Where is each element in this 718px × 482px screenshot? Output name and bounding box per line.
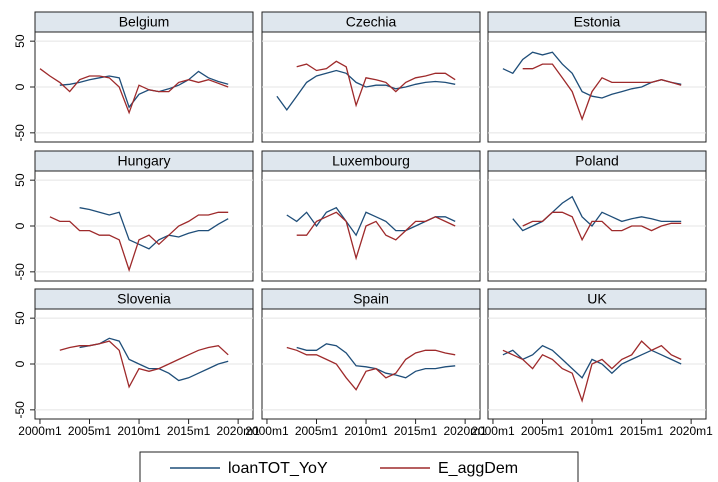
series-line <box>286 346 456 391</box>
x-tick-label: 2010m1 <box>344 424 388 438</box>
series-line <box>59 340 229 389</box>
y-tick-label: -50 <box>13 263 27 281</box>
series-line <box>39 68 229 115</box>
x-tick-label: 2005m1 <box>521 424 565 438</box>
series-line <box>59 70 229 109</box>
y-tick-label: 50 <box>13 311 27 325</box>
strip-text: Belgium <box>119 14 170 30</box>
y-tick-label: 50 <box>13 34 27 48</box>
legend-label: E_aggDem <box>438 460 518 477</box>
series-line <box>522 211 682 242</box>
series-line <box>49 211 229 273</box>
panel: Belgium -50 0 50 <box>13 11 254 143</box>
series-line <box>296 211 456 261</box>
x-tick-label: 2005m1 <box>68 424 112 438</box>
x-tick-label: 2005m1 <box>295 424 339 438</box>
y-tick-label: 0 <box>13 360 27 367</box>
panel: Poland <box>487 150 707 282</box>
y-tick-label: 0 <box>13 222 27 229</box>
x-tick-label: 2010m1 <box>117 424 161 438</box>
legend-label: loanTOT_YoY <box>228 460 328 477</box>
legend: loanTOT_YoY E_aggDem <box>139 451 579 482</box>
x-tick-label: 2020m1 <box>443 424 487 438</box>
y-tick-label: 0 <box>13 83 27 90</box>
legend-box <box>139 451 579 482</box>
x-tick-label: 2015m1 <box>394 424 438 438</box>
panel: Spain 2000m1 2005m1 2010m1 2015m1 2020m1 <box>245 288 487 438</box>
x-tick-label: 2000m1 <box>18 424 62 438</box>
series-line <box>502 340 682 403</box>
panel: Slovenia -50 0 50 2000m1 2005m1 2010m1 2015m1 20… <box>13 288 260 438</box>
strip-text: Luxembourg <box>332 153 410 169</box>
panel: Hungary -50 0 50 <box>13 150 254 282</box>
strip-text: Poland <box>575 153 619 169</box>
x-tick-label: 2000m1 <box>245 424 289 438</box>
series-line <box>276 69 456 112</box>
series-line <box>512 195 682 232</box>
x-tick-label: 2010m1 <box>570 424 614 438</box>
strip-text: Czechia <box>346 14 397 30</box>
x-tick-label: 2015m1 <box>167 424 211 438</box>
panel: UK 2000m1 2005m1 2010m1 2015m1 2020m1 <box>471 288 713 438</box>
x-tick-label: 2020m1 <box>669 424 713 438</box>
strip-text: UK <box>587 291 607 307</box>
strip-text: Hungary <box>118 153 171 169</box>
y-tick-label: -50 <box>13 401 27 419</box>
x-tick-label: 2000m1 <box>471 424 515 438</box>
strip-text: Estonia <box>574 14 621 30</box>
series-line <box>79 337 229 382</box>
panel: Luxembourg <box>261 150 481 282</box>
y-tick-label: -50 <box>13 124 27 142</box>
panel: Czechia <box>261 11 481 143</box>
series-line <box>79 207 229 250</box>
y-tick-label: 50 <box>13 173 27 187</box>
strip-text: Spain <box>353 291 389 307</box>
series-line <box>522 63 682 122</box>
x-tick-label: 2020m1 <box>216 424 260 438</box>
x-tick-label: 2015m1 <box>620 424 664 438</box>
strip-text: Slovenia <box>117 291 171 307</box>
panel: Estonia <box>487 11 707 143</box>
series-line <box>296 60 456 108</box>
